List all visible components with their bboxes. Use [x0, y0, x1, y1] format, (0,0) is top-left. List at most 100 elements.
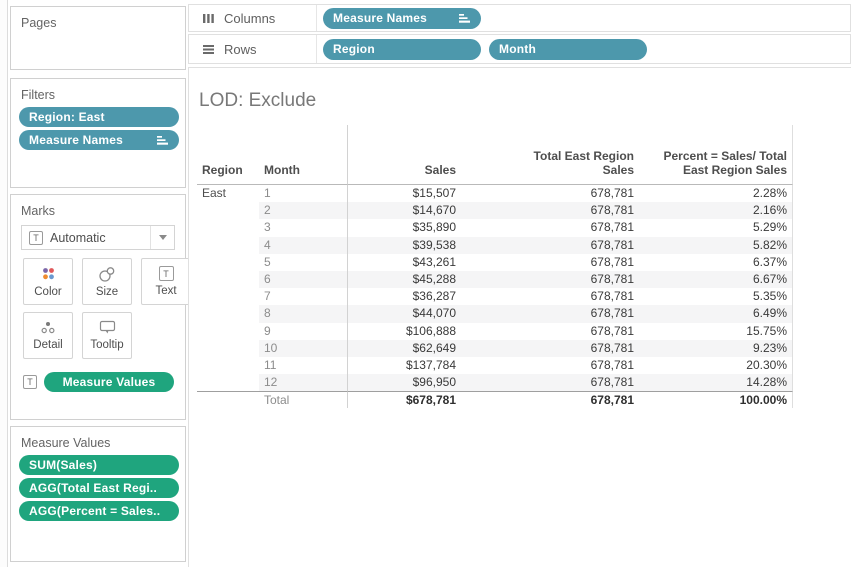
column-header-total[interactable]: Total East Region Sales: [461, 125, 639, 185]
row-header-month[interactable]: 10: [259, 339, 347, 357]
columns-shelf[interactable]: Columns Measure Names: [188, 4, 851, 32]
column-header-region[interactable]: Region: [197, 125, 259, 185]
row-header-region[interactable]: [197, 237, 259, 254]
filter-pill[interactable]: Region: East: [19, 107, 179, 127]
value-cell-sales[interactable]: $45,288: [347, 270, 461, 289]
value-cell-percent[interactable]: 6.49%: [639, 305, 793, 323]
value-cell-sales[interactable]: $96,950: [347, 374, 461, 392]
value-cell-percent[interactable]: 100.00%: [639, 391, 793, 409]
row-header-region[interactable]: [197, 219, 259, 236]
value-cell-sales[interactable]: $36,287: [347, 288, 461, 306]
shelf-pill[interactable]: Month: [489, 38, 647, 60]
size-circles-icon: [99, 266, 115, 282]
value-cell-percent[interactable]: 2.16%: [639, 202, 793, 220]
row-header-region[interactable]: East: [202, 186, 227, 200]
dropdown-caret-box[interactable]: [150, 226, 174, 249]
shelf-pill[interactable]: Region: [323, 38, 481, 60]
value-cell-sales[interactable]: $678,781: [347, 391, 461, 409]
value-cell-percent[interactable]: 6.37%: [639, 253, 793, 271]
sort-descending-icon[interactable]: [458, 13, 471, 24]
marks-card-title: Marks: [21, 204, 56, 218]
row-header-month[interactable]: 2: [259, 202, 347, 220]
value-cell-percent[interactable]: 9.23%: [639, 339, 793, 357]
size-button[interactable]: Size: [82, 258, 132, 305]
row-header-month[interactable]: Total: [259, 391, 347, 408]
collapsed-data-pane-strip: [0, 0, 8, 567]
filter-pill-label: Measure Names: [29, 133, 123, 147]
value-cell-total[interactable]: 678,781: [590, 289, 634, 304]
column-header-month[interactable]: Month: [259, 125, 347, 185]
row-header-month[interactable]: 4: [259, 236, 347, 254]
sort-descending-icon[interactable]: [156, 135, 169, 146]
filters-card[interactable]: Filters Region: East Measure Names: [10, 78, 186, 188]
row-header-region[interactable]: [197, 271, 259, 288]
value-cell-total[interactable]: 678,781: [461, 374, 639, 392]
value-cell-total[interactable]: 678,781: [590, 254, 634, 269]
row-header-month[interactable]: 7: [264, 289, 271, 304]
value-cell-percent[interactable]: 15.75%: [639, 322, 793, 340]
row-header-month[interactable]: 3: [264, 220, 271, 235]
value-cell-sales[interactable]: $44,070: [347, 305, 461, 323]
measure-pill[interactable]: SUM(Sales): [19, 455, 179, 475]
value-cell-percent[interactable]: 20.30%: [639, 356, 793, 375]
row-header-month[interactable]: 5: [264, 254, 271, 269]
row-header-month[interactable]: 8: [259, 305, 347, 323]
row-header-month[interactable]: 12: [259, 374, 347, 392]
mark-type-dropdown[interactable]: T Automatic: [21, 225, 175, 250]
row-header-region[interactable]: [197, 374, 259, 391]
column-header-sales[interactable]: Sales: [347, 125, 461, 185]
detail-button[interactable]: Detail: [23, 312, 73, 359]
row-header-month[interactable]: 1: [264, 186, 271, 200]
row-header-region[interactable]: [197, 340, 259, 357]
value-cell-percent[interactable]: 5.82%: [639, 236, 793, 254]
value-cell-total[interactable]: 678,781: [590, 186, 634, 200]
shelf-pill[interactable]: Measure Names: [323, 7, 481, 29]
row-header-region[interactable]: [197, 254, 259, 271]
measure-values-pill[interactable]: Measure Values: [44, 372, 174, 392]
value-cell-total[interactable]: 678,781: [461, 305, 639, 323]
detail-button-label: Detail: [33, 338, 63, 351]
value-cell-sales[interactable]: $43,261: [347, 253, 461, 271]
row-header-region[interactable]: [197, 288, 259, 305]
value-cell-sales[interactable]: $106,888: [347, 322, 461, 340]
pages-card[interactable]: Pages: [10, 6, 186, 70]
value-cell-total[interactable]: 678,781: [461, 270, 639, 289]
value-cell-total[interactable]: 678,781: [461, 391, 639, 408]
value-cell-total[interactable]: 678,781: [461, 339, 639, 357]
value-cell-total[interactable]: 678,781: [461, 202, 639, 220]
value-cell-sales[interactable]: $15,507: [347, 185, 461, 203]
value-cell-total[interactable]: 678,781: [590, 220, 634, 235]
tooltip-button[interactable]: Tooltip: [82, 312, 132, 359]
value-cell-percent[interactable]: 5.29%: [639, 219, 793, 237]
row-header-region[interactable]: [197, 323, 259, 340]
text-mark-icon: T: [29, 230, 43, 245]
row-header-region[interactable]: [197, 357, 259, 374]
value-cell-total[interactable]: 678,781: [590, 323, 634, 338]
rows-shelf[interactable]: Rows Region Month: [188, 34, 851, 64]
value-cell-percent[interactable]: 14.28%: [639, 374, 793, 392]
measure-pill[interactable]: AGG(Percent = Sales..: [19, 501, 179, 521]
value-cell-percent[interactable]: 5.35%: [639, 288, 793, 306]
value-cell-sales[interactable]: $137,784: [347, 356, 461, 375]
filter-pill[interactable]: Measure Names: [19, 130, 179, 150]
text-button[interactable]: T Text: [141, 258, 191, 305]
rows-shelf-text: Rows: [224, 41, 257, 57]
value-cell-total[interactable]: 678,781: [461, 236, 639, 254]
sheet-title[interactable]: LOD: Exclude: [199, 90, 317, 111]
measure-pill[interactable]: AGG(Total East Regi..: [19, 478, 179, 498]
value-cell-percent[interactable]: 2.28%: [639, 185, 793, 203]
row-header-region[interactable]: [197, 391, 259, 408]
value-cell-sales[interactable]: $39,538: [347, 236, 461, 254]
row-header-month[interactable]: 11: [264, 357, 277, 372]
row-header-region[interactable]: [197, 305, 259, 322]
row-header-region[interactable]: [197, 202, 259, 219]
value-cell-total[interactable]: 678,781: [590, 357, 634, 372]
value-cell-sales[interactable]: $14,670: [347, 202, 461, 220]
value-cell-percent[interactable]: 6.67%: [639, 270, 793, 289]
column-header-percent[interactable]: Percent = Sales/ Total East Region Sales: [639, 125, 793, 185]
value-cell-sales[interactable]: $35,890: [347, 219, 461, 237]
row-header-month[interactable]: 6: [259, 270, 347, 289]
row-header-month[interactable]: 9: [264, 323, 271, 338]
color-button[interactable]: Color: [23, 258, 73, 305]
value-cell-sales[interactable]: $62,649: [347, 339, 461, 357]
